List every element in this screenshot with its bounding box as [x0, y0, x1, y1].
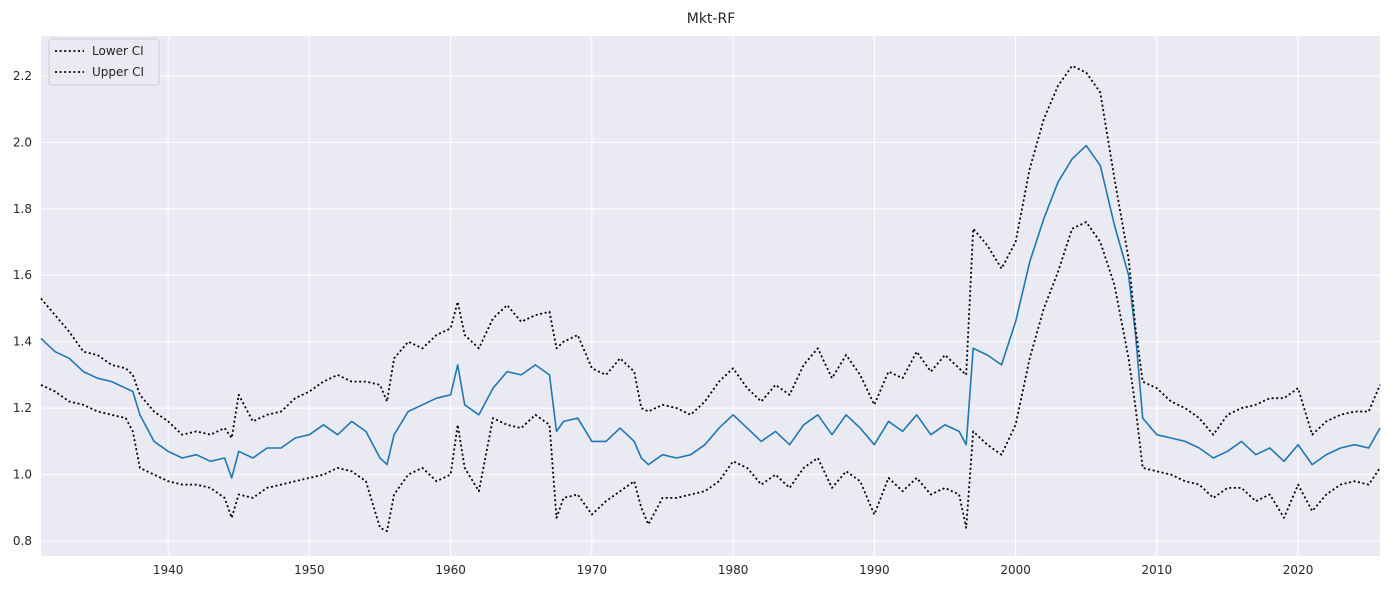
series-line-upper [40, 65, 1381, 439]
x-tick-label: 1940 [153, 563, 184, 577]
x-tick-label: 1980 [718, 563, 749, 577]
x-tick-label: 1950 [294, 563, 325, 577]
y-tick-label: 0.8 [13, 534, 32, 548]
x-tick-label: 2020 [1283, 563, 1314, 577]
y-tick-label: 1.6 [13, 268, 32, 282]
y-tick-label: 2.2 [13, 69, 32, 83]
grid [41, 36, 1380, 556]
legend-label: Lower CI [92, 44, 144, 58]
series-layer [40, 65, 1381, 532]
x-tick-label: 2010 [1142, 563, 1173, 577]
chart-title: Mkt-RF [687, 11, 736, 27]
y-tick-label: 1.4 [13, 335, 32, 349]
x-tick-label: 1990 [859, 563, 890, 577]
legend-label: Upper CI [92, 65, 144, 79]
x-tick-label: 1970 [577, 563, 608, 577]
y-tick-label: 1.0 [13, 468, 32, 482]
x-tick-label: 1960 [435, 563, 466, 577]
x-tick-label: 2000 [1000, 563, 1031, 577]
y-tick-label: 2.0 [13, 135, 32, 149]
y-tick-label: 1.8 [13, 202, 32, 216]
y-tick-label: 1.2 [13, 401, 32, 415]
legend: Lower CI Upper CI [48, 38, 160, 86]
series-line-estimate [40, 144, 1381, 479]
legend-box [48, 38, 160, 86]
x-axis-ticks: 1940 1950 1960 1970 1980 1990 2000 2010 2020 [153, 563, 1314, 577]
y-axis-ticks: 0.8 1.0 1.2 1.4 1.6 1.8 2.0 2.2 [13, 69, 32, 548]
